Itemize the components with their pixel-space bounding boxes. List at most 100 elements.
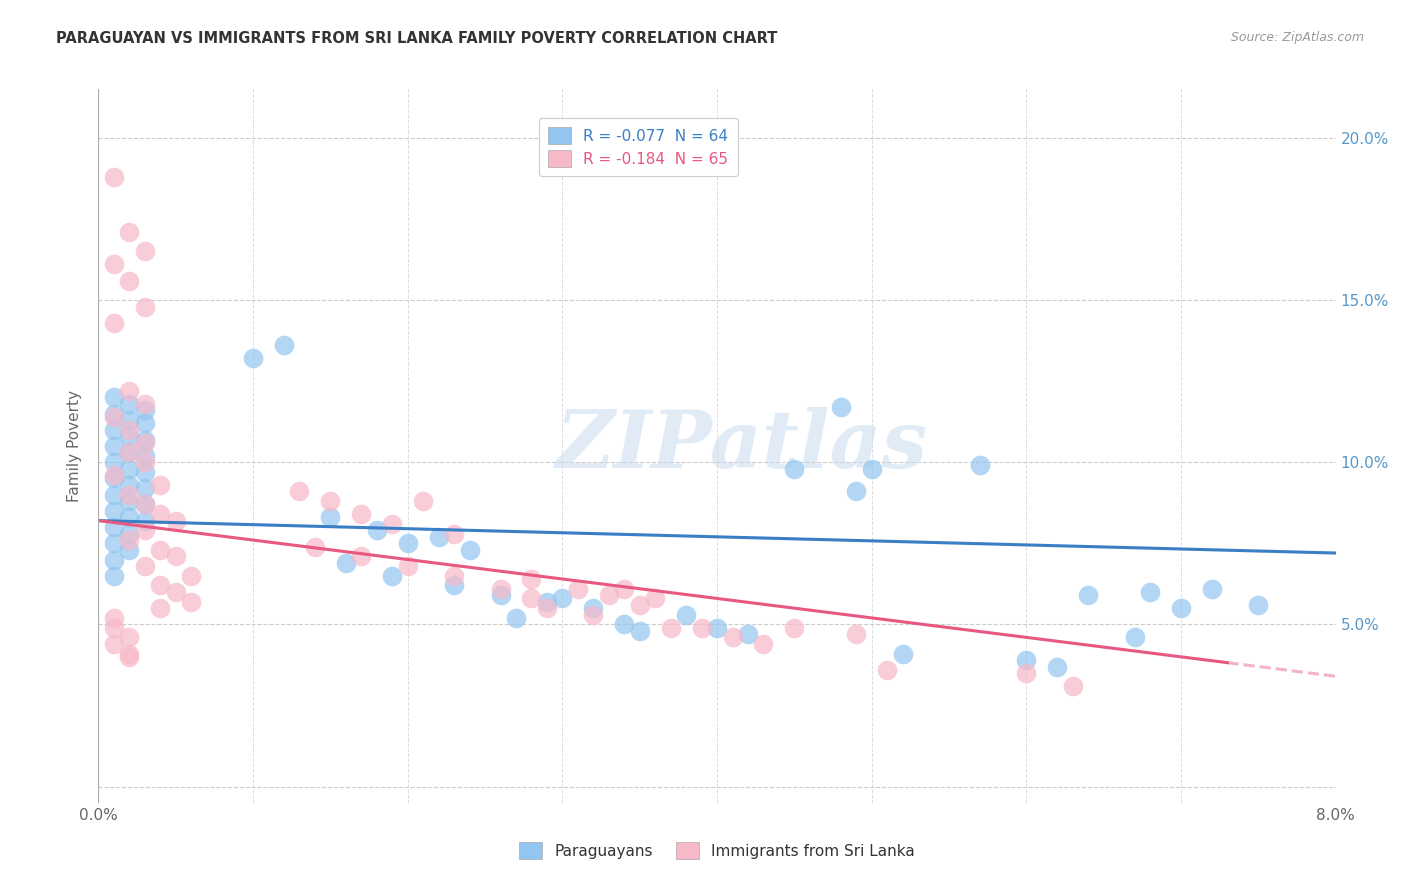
Point bbox=[103, 536, 125, 550]
Point bbox=[412, 494, 434, 508]
Point bbox=[165, 514, 187, 528]
Point bbox=[752, 637, 775, 651]
Point bbox=[396, 559, 419, 574]
Point bbox=[134, 435, 156, 450]
Point bbox=[103, 390, 125, 404]
Point bbox=[118, 461, 141, 475]
Point bbox=[1015, 653, 1038, 667]
Point bbox=[737, 627, 759, 641]
Point bbox=[1123, 631, 1146, 645]
Point bbox=[134, 244, 156, 259]
Point bbox=[1062, 679, 1084, 693]
Point bbox=[891, 647, 914, 661]
Point bbox=[134, 449, 156, 463]
Point bbox=[118, 488, 141, 502]
Point bbox=[350, 507, 373, 521]
Point bbox=[134, 300, 156, 314]
Point bbox=[103, 169, 125, 184]
Point bbox=[1247, 598, 1270, 612]
Point bbox=[118, 384, 141, 398]
Point bbox=[103, 471, 125, 485]
Point bbox=[118, 478, 141, 492]
Point bbox=[118, 510, 141, 524]
Point bbox=[242, 351, 264, 366]
Point bbox=[103, 316, 125, 330]
Point bbox=[180, 595, 202, 609]
Point bbox=[489, 582, 512, 596]
Point bbox=[567, 582, 589, 596]
Point bbox=[149, 578, 172, 592]
Point bbox=[165, 585, 187, 599]
Point bbox=[118, 397, 141, 411]
Point bbox=[458, 542, 481, 557]
Point bbox=[149, 507, 172, 521]
Y-axis label: Family Poverty: Family Poverty bbox=[67, 390, 83, 502]
Point bbox=[134, 417, 156, 431]
Point bbox=[103, 468, 125, 483]
Text: ZIPatlas: ZIPatlas bbox=[555, 408, 928, 484]
Point bbox=[103, 611, 125, 625]
Point bbox=[1170, 601, 1192, 615]
Point bbox=[613, 617, 636, 632]
Point bbox=[675, 607, 697, 622]
Point bbox=[103, 409, 125, 424]
Point bbox=[582, 607, 605, 622]
Point bbox=[134, 524, 156, 538]
Point bbox=[103, 488, 125, 502]
Point bbox=[118, 542, 141, 557]
Point bbox=[830, 400, 852, 414]
Point bbox=[118, 526, 141, 541]
Point bbox=[706, 621, 728, 635]
Point bbox=[118, 647, 141, 661]
Point bbox=[644, 591, 666, 606]
Point bbox=[103, 504, 125, 518]
Point bbox=[443, 578, 465, 592]
Point bbox=[134, 455, 156, 469]
Point bbox=[134, 514, 156, 528]
Point bbox=[103, 552, 125, 566]
Text: PARAGUAYAN VS IMMIGRANTS FROM SRI LANKA FAMILY POVERTY CORRELATION CHART: PARAGUAYAN VS IMMIGRANTS FROM SRI LANKA … bbox=[56, 31, 778, 46]
Point bbox=[103, 568, 125, 582]
Point bbox=[273, 338, 295, 352]
Point bbox=[149, 601, 172, 615]
Point bbox=[659, 621, 682, 635]
Point bbox=[134, 397, 156, 411]
Point bbox=[598, 588, 620, 602]
Point bbox=[860, 461, 883, 475]
Point bbox=[783, 621, 806, 635]
Point bbox=[103, 520, 125, 534]
Point bbox=[319, 510, 342, 524]
Point bbox=[505, 611, 527, 625]
Point bbox=[118, 429, 141, 443]
Point bbox=[536, 601, 558, 615]
Point bbox=[118, 225, 141, 239]
Point bbox=[103, 407, 125, 421]
Point bbox=[134, 433, 156, 447]
Legend: Paraguayans, Immigrants from Sri Lanka: Paraguayans, Immigrants from Sri Lanka bbox=[512, 835, 922, 866]
Point bbox=[304, 540, 326, 554]
Point bbox=[319, 494, 342, 508]
Point bbox=[149, 542, 172, 557]
Point bbox=[443, 526, 465, 541]
Point bbox=[134, 559, 156, 574]
Point bbox=[134, 497, 156, 511]
Point bbox=[783, 461, 806, 475]
Point bbox=[165, 549, 187, 564]
Point bbox=[118, 274, 141, 288]
Point bbox=[520, 591, 543, 606]
Point bbox=[427, 530, 450, 544]
Point bbox=[118, 494, 141, 508]
Point bbox=[288, 484, 311, 499]
Point bbox=[489, 588, 512, 602]
Point bbox=[381, 516, 404, 531]
Point bbox=[876, 663, 898, 677]
Point bbox=[845, 484, 868, 499]
Point bbox=[103, 455, 125, 469]
Point bbox=[969, 458, 991, 473]
Point bbox=[103, 439, 125, 453]
Point bbox=[396, 536, 419, 550]
Point bbox=[118, 423, 141, 437]
Point bbox=[381, 568, 404, 582]
Point bbox=[1046, 659, 1069, 673]
Point bbox=[613, 582, 636, 596]
